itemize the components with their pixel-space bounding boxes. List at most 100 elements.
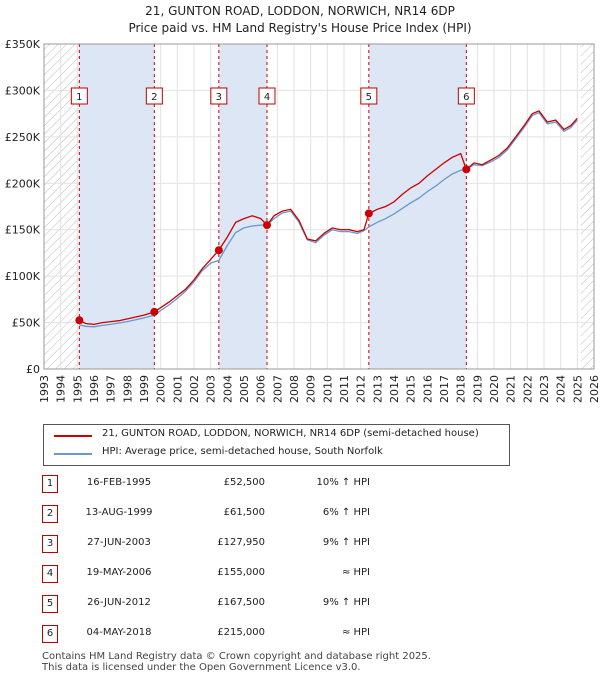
footer-licence: This data is licensed under the Open Gov… xyxy=(42,662,361,673)
x-tick-label: 2007 xyxy=(271,375,284,403)
table-row: 4 19-MAY-2006 £155,000 ≈ HPI xyxy=(0,565,600,585)
x-tick-label: 2002 xyxy=(188,375,201,403)
sale-number-badge: 5 xyxy=(42,595,58,613)
x-tick-label: 1997 xyxy=(105,375,118,403)
sale-date: 04-MAY-2018 xyxy=(86,627,152,638)
sale-point xyxy=(214,246,223,255)
x-tick-label: 2000 xyxy=(155,375,168,403)
ownership-band xyxy=(79,44,155,369)
legend: 21, GUNTON ROAD, LODDON, NORWICH, NR14 6… xyxy=(43,424,510,466)
x-tick-label: 2021 xyxy=(505,375,518,403)
sale-date: 19-MAY-2006 xyxy=(86,567,152,578)
x-tick-label: 1996 xyxy=(88,375,101,403)
sale-price: £167,500 xyxy=(217,597,265,608)
sale-marker-box xyxy=(210,87,228,105)
chart-title: 21, GUNTON ROAD, LODDON, NORWICH, NR14 6… xyxy=(145,4,455,18)
sale-marker-box xyxy=(457,87,475,105)
x-tick-label: 2018 xyxy=(455,375,468,403)
sale-marker-box xyxy=(145,87,163,105)
sale-price: £127,950 xyxy=(217,537,265,548)
sale-hpi-diff: ≈ HPI xyxy=(341,567,370,578)
sale-marker-box xyxy=(360,87,378,105)
x-tick-label: 2022 xyxy=(521,375,534,403)
sale-number-badge: 4 xyxy=(42,565,58,583)
x-tick-label: 1998 xyxy=(121,375,134,403)
series-line-property xyxy=(79,110,578,326)
x-tick-label: 2010 xyxy=(321,375,334,403)
sale-hpi-diff: 6% ↑ HPI xyxy=(322,507,370,518)
sale-point xyxy=(364,209,373,218)
x-tick-label: 2005 xyxy=(238,375,251,403)
sale-marker-label: 4 xyxy=(264,92,270,103)
y-tick-label: £200K xyxy=(5,177,41,190)
x-tick-label: 2001 xyxy=(171,375,184,403)
sale-number-badge: 6 xyxy=(42,625,58,643)
sale-date: 16-FEB-1995 xyxy=(86,477,152,488)
sale-number-badge: 2 xyxy=(42,505,58,523)
legend-swatch-property xyxy=(54,435,92,437)
sale-number-badge: 3 xyxy=(42,535,58,553)
sale-hpi-diff: ≈ HPI xyxy=(341,627,370,638)
chart-subtitle: Price paid vs. HM Land Registry's House … xyxy=(128,21,472,35)
x-tick-label: 2026 xyxy=(588,375,600,403)
x-tick-label: 1994 xyxy=(55,375,68,403)
x-tick-label: 2025 xyxy=(571,375,584,403)
y-tick-label: £100K xyxy=(5,270,41,283)
table-row: 2 13-AUG-1999 £61,500 6% ↑ HPI xyxy=(0,505,600,525)
table-row: 1 16-FEB-1995 £52,500 10% ↑ HPI xyxy=(0,475,600,495)
x-tick-label: 2012 xyxy=(355,375,368,403)
sale-marker-box xyxy=(258,87,276,105)
sale-hpi-diff: 10% ↑ HPI xyxy=(316,477,370,488)
price-chart: 1 2 3 4 5 6 £0 £50K £100K £150K £200K £250K £300K £3… xyxy=(5,38,600,403)
x-tick-label: 1995 xyxy=(71,375,84,403)
x-tick-label: 2013 xyxy=(371,375,384,403)
y-tick-label: £50K xyxy=(12,317,41,330)
plot-frame xyxy=(43,43,595,370)
y-tick-label: £350K xyxy=(5,38,41,51)
sale-date: 26-JUN-2012 xyxy=(87,597,151,608)
hatched-region-after xyxy=(580,44,594,369)
sale-number-badge: 1 xyxy=(42,475,58,493)
x-tick-label: 2006 xyxy=(255,375,268,403)
x-tick-label: 2023 xyxy=(538,375,551,403)
sale-price: £215,000 xyxy=(217,627,265,638)
sale-point xyxy=(150,307,159,316)
sale-date: 27-JUN-2003 xyxy=(87,537,151,548)
x-tick-label: 2014 xyxy=(388,375,401,403)
x-tick-label: 1993 xyxy=(38,375,51,403)
series-line-hpi xyxy=(79,111,578,328)
y-tick-label: £250K xyxy=(5,131,41,144)
table-row: 6 04-MAY-2018 £215,000 ≈ HPI xyxy=(0,625,600,645)
x-tick-label: 2015 xyxy=(405,375,418,403)
table-row: 5 26-JUN-2012 £167,500 9% ↑ HPI xyxy=(0,595,600,615)
x-tick-label: 1999 xyxy=(138,375,151,403)
x-tick-label: 2003 xyxy=(205,375,218,403)
x-tick-label: 2011 xyxy=(338,375,351,403)
x-tick-label: 2016 xyxy=(421,375,434,403)
sale-marker-label: 2 xyxy=(151,92,157,103)
x-tick-label: 2009 xyxy=(305,375,318,403)
legend-label-hpi: HPI: Average price, semi-detached house,… xyxy=(102,446,383,457)
sale-price: £52,500 xyxy=(223,477,265,488)
sale-marker-label: 6 xyxy=(463,92,469,103)
x-tick-label: 2017 xyxy=(438,375,451,403)
sale-marker-label: 5 xyxy=(366,92,372,103)
legend-swatch-hpi xyxy=(54,453,92,455)
y-tick-label: £150K xyxy=(5,224,41,237)
x-tick-label: 2019 xyxy=(471,375,484,403)
ownership-band xyxy=(368,44,467,369)
table-row: 3 27-JUN-2003 £127,950 9% ↑ HPI xyxy=(0,535,600,555)
x-tick-label: 2004 xyxy=(221,375,234,403)
x-tick-label: 2024 xyxy=(555,375,568,403)
legend-label-property: 21, GUNTON ROAD, LODDON, NORWICH, NR14 6… xyxy=(102,428,479,439)
sale-marker-label: 3 xyxy=(216,92,222,103)
x-tick-label: 2020 xyxy=(488,375,501,403)
sale-hpi-diff: 9% ↑ HPI xyxy=(322,537,370,548)
x-tick-label: 2008 xyxy=(288,375,301,403)
y-tick-label: £0 xyxy=(26,363,40,376)
footer-copyright: Contains HM Land Registry data © Crown c… xyxy=(42,651,431,662)
sale-point xyxy=(75,316,84,325)
sale-price: £61,500 xyxy=(223,507,265,518)
sale-point xyxy=(263,221,271,230)
sale-date: 13-AUG-1999 xyxy=(85,507,153,518)
